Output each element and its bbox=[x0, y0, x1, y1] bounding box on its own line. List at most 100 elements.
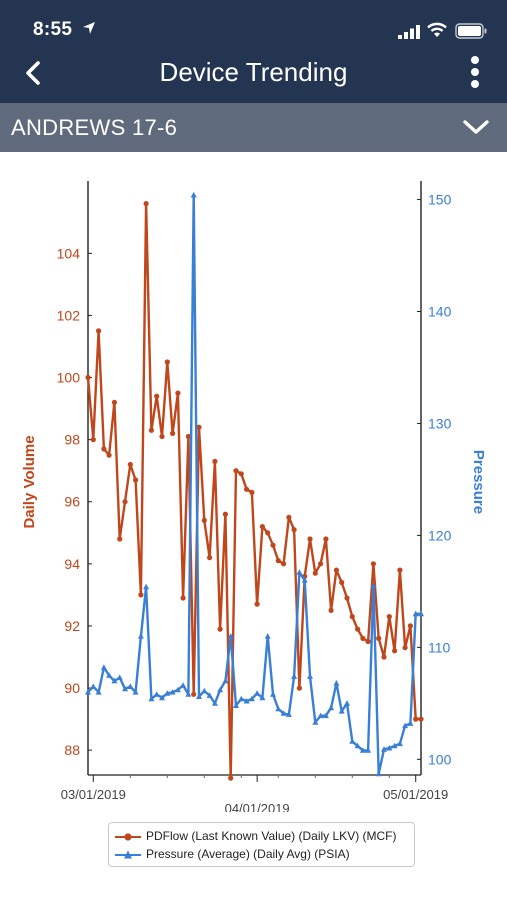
trend-chart: 88 90 92 94 96 98 100 102 104 100 110 120 130 140 150 0… bbox=[21, 181, 487, 812]
pdflow-point bbox=[148, 427, 154, 433]
pdflow-point bbox=[376, 635, 382, 641]
pdflow-point bbox=[154, 393, 160, 399]
pressure-point bbox=[100, 664, 107, 670]
pdflow-point bbox=[339, 579, 345, 586]
y-right-tick-label: 140 bbox=[428, 304, 452, 320]
pdflow-point bbox=[138, 592, 144, 598]
pressure-point bbox=[270, 691, 276, 697]
y-left-axis-title: Daily Volume bbox=[21, 435, 38, 528]
pdflow-point bbox=[318, 561, 324, 567]
pressure-point bbox=[85, 689, 91, 695]
pressure-point bbox=[402, 722, 409, 729]
y-right-tick-label: 110 bbox=[428, 639, 451, 655]
y-left-tick-label: 98 bbox=[64, 432, 80, 448]
pressure-point bbox=[312, 719, 319, 725]
pdflow-point bbox=[212, 458, 218, 464]
pressure-point bbox=[190, 191, 197, 198]
pdflow-point bbox=[159, 433, 165, 440]
pressure-point bbox=[148, 695, 155, 702]
pressure-point bbox=[338, 708, 345, 714]
pressure-point bbox=[391, 742, 398, 749]
pressure-point bbox=[185, 691, 192, 697]
pdflow-point bbox=[392, 648, 398, 654]
pressure-point bbox=[317, 712, 324, 719]
pdflow-point bbox=[370, 561, 376, 567]
pdflow-point bbox=[381, 654, 387, 660]
pressure-point bbox=[418, 610, 424, 617]
pdflow-point bbox=[233, 468, 239, 474]
pdflow-point bbox=[386, 614, 392, 620]
pressure-point bbox=[328, 704, 335, 711]
series-pressure bbox=[85, 191, 424, 777]
pressure-point bbox=[217, 686, 224, 693]
pressure-point bbox=[196, 693, 202, 699]
pdflow-point bbox=[249, 489, 255, 495]
legend-item-pressure[interactable]: Pressure (Average) (Daily Avg) (PSIA) bbox=[109, 846, 414, 864]
pressure-point bbox=[349, 738, 356, 744]
pdflow-point bbox=[307, 536, 313, 542]
pdflow-point bbox=[344, 595, 350, 601]
pressure-point bbox=[137, 633, 144, 639]
more-vertical-icon bbox=[471, 56, 479, 88]
chevron-down-icon[interactable] bbox=[462, 113, 490, 141]
pdflow-point bbox=[259, 524, 265, 530]
y-right-tick-label: 120 bbox=[428, 527, 452, 543]
y-left-tick-label: 104 bbox=[57, 245, 81, 261]
pressure-point bbox=[259, 694, 266, 701]
pressure-point bbox=[307, 673, 313, 679]
pdflow-point bbox=[117, 536, 123, 542]
pressure-point bbox=[296, 569, 303, 575]
pdflow-point bbox=[244, 486, 250, 492]
legend-swatch-pressure bbox=[115, 850, 141, 859]
wifi-icon bbox=[427, 22, 447, 37]
pdflow-point bbox=[170, 430, 176, 436]
series-pdflow bbox=[85, 201, 424, 781]
pressure-point bbox=[164, 690, 171, 696]
legend-item-pdflow[interactable]: PDFlow (Last Known Value) (Daily LKV) (M… bbox=[109, 828, 414, 846]
app-header: 8:55 Device Trending bbox=[0, 0, 507, 103]
legend-swatch-pdflow bbox=[115, 833, 141, 841]
pressure-point bbox=[344, 700, 350, 706]
pressure-point bbox=[90, 683, 97, 689]
pressure-point bbox=[127, 683, 134, 689]
pressure-point bbox=[254, 690, 261, 696]
pdflow-point bbox=[286, 514, 292, 520]
pdflow-point bbox=[111, 399, 117, 405]
pressure-point bbox=[381, 746, 387, 752]
pdflow-point bbox=[217, 626, 223, 632]
y-left-tick-label: 88 bbox=[64, 742, 80, 758]
pressure-point bbox=[243, 697, 250, 704]
y-right-axis-title: Pressure bbox=[470, 450, 487, 514]
device-selector[interactable]: ANDREWS 17-6 bbox=[0, 103, 507, 152]
device-name: ANDREWS 17-6 bbox=[11, 115, 178, 140]
pressure-point bbox=[169, 689, 176, 695]
pdflow-point bbox=[254, 601, 260, 607]
battery-icon bbox=[455, 23, 487, 39]
pressure-point bbox=[412, 610, 419, 617]
y-left-tick-label: 92 bbox=[64, 618, 80, 634]
pressure-point bbox=[95, 689, 102, 695]
y-left-tick-label: 100 bbox=[57, 370, 81, 386]
pdflow-point bbox=[201, 517, 207, 523]
pressure-point bbox=[111, 677, 118, 684]
pdflow-point bbox=[85, 374, 91, 381]
pressure-point bbox=[143, 583, 150, 590]
y-left-tick-label: 96 bbox=[64, 494, 80, 510]
more-options-button[interactable] bbox=[461, 54, 489, 90]
pdflow-point bbox=[180, 595, 186, 601]
back-button[interactable] bbox=[14, 55, 50, 91]
pdflow-point bbox=[90, 437, 96, 443]
pdflow-point bbox=[281, 561, 287, 567]
pressure-point bbox=[375, 770, 382, 777]
legend-label-pressure: Pressure (Average) (Daily Avg) (PSIA) bbox=[146, 847, 350, 861]
pdflow-point bbox=[127, 461, 133, 468]
pressure-point bbox=[116, 674, 123, 680]
pdflow-point bbox=[207, 555, 213, 561]
pressure-point bbox=[238, 695, 245, 702]
pressure-point bbox=[211, 700, 218, 706]
pressure-point bbox=[291, 673, 298, 679]
pdflow-point bbox=[312, 570, 318, 576]
y-right-tick-label: 100 bbox=[428, 751, 452, 767]
page-title: Device Trending bbox=[159, 57, 348, 87]
pressure-point bbox=[285, 711, 292, 717]
